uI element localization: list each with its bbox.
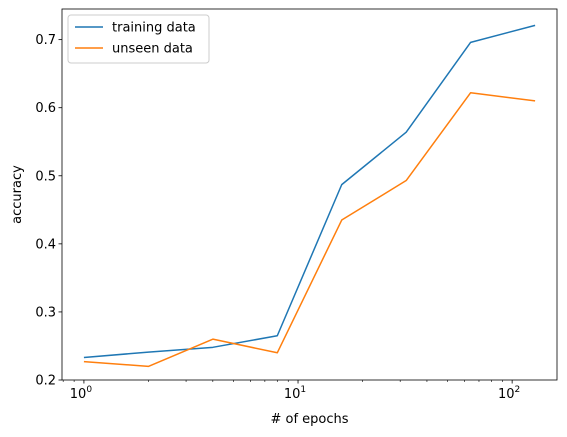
y-tick-label: 0.7 [35,33,56,48]
x-tick-label: 102 [498,385,520,402]
series-line-0 [83,24,536,359]
legend-box [67,14,210,64]
legend-label-0: training data [112,21,196,36]
y-tick-label: 0.3 [35,305,56,320]
x-tick-label: 100 [70,385,93,402]
y-tick-label: 0.5 [35,169,56,184]
x-tick-label: 101 [284,385,306,402]
y-tick-label: 0.4 [35,237,56,252]
y-tick-label: 0.6 [35,101,56,116]
plot-marks [83,24,536,368]
plot-frame [61,8,558,381]
x-axis-ticks: 100 101 102 [62,380,520,402]
y-axis-ticks: 0.2 0.3 0.4 0.5 0.6 0.7 [35,33,62,389]
legend-label-1: unseen data [112,42,193,57]
series-line-1 [83,91,536,368]
y-tick-label: 0.2 [35,374,56,389]
y-axis-label: accuracy [10,165,25,224]
x-axis-label: # of epochs [270,412,348,427]
legend: training data unseen data [67,14,210,64]
